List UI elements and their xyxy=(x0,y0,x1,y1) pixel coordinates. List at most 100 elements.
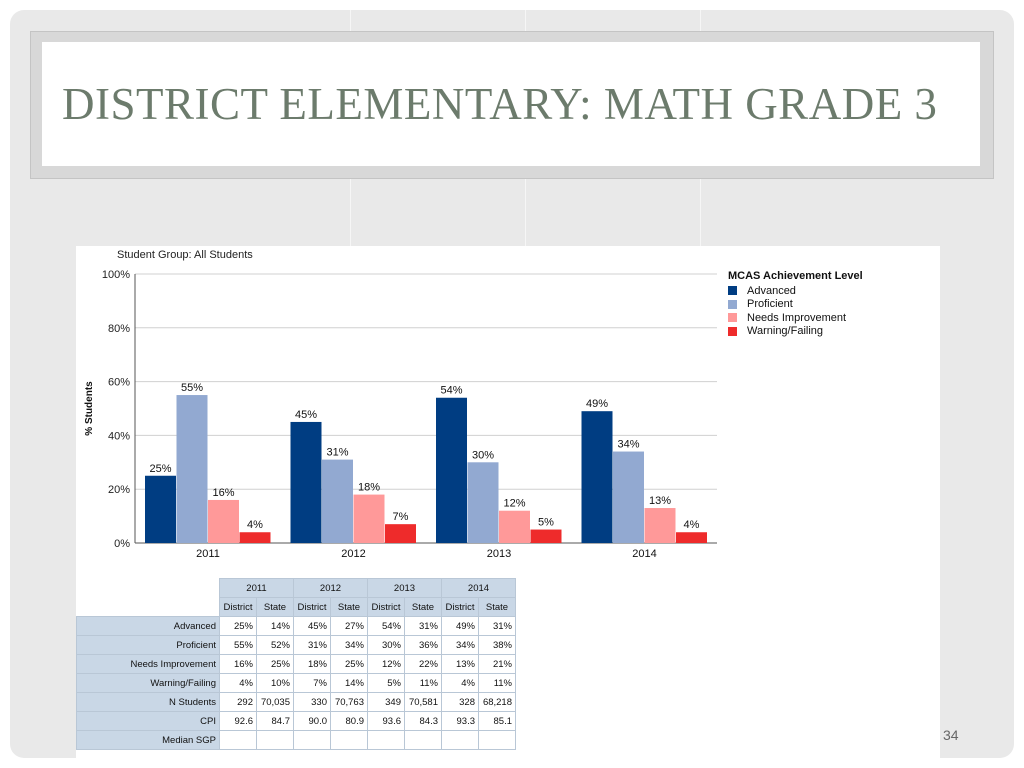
page-number: 34 xyxy=(943,727,959,743)
table-row-label: Proficient xyxy=(76,635,220,655)
table-cell: 4% xyxy=(441,673,479,693)
table-cell: 84.3 xyxy=(404,711,442,731)
table-row: CPI 92.6 84.7 90.0 80.9 93.6 84.3 93.3 85.1 xyxy=(76,711,516,731)
legend-label: Advanced xyxy=(747,284,796,297)
legend-label: Needs Improvement xyxy=(747,311,847,324)
results-table: 2011 2012 2013 2014 District State District St… xyxy=(76,578,516,750)
table-cell: 4% xyxy=(219,673,257,693)
table-cell: 34% xyxy=(330,635,368,655)
chart-subtitle: Student Group: All Students xyxy=(117,249,253,261)
data-label: 12% xyxy=(503,498,525,510)
bar-warning-failing-2012 xyxy=(385,524,416,543)
data-label: 4% xyxy=(684,519,700,531)
table-cell: 36% xyxy=(404,635,442,655)
legend-item: Proficient xyxy=(728,298,863,312)
table-subheader: District xyxy=(441,597,479,617)
table-cell: 14% xyxy=(330,673,368,693)
chart-legend: MCAS Achievement Level Advanced Proficien… xyxy=(728,270,863,338)
x-tick-label: 2011 xyxy=(196,548,220,560)
table-cell: 31% xyxy=(478,616,516,636)
table-cell xyxy=(330,730,368,750)
table-cell: 27% xyxy=(330,616,368,636)
y-tick-label: 0% xyxy=(114,538,130,550)
data-label: 30% xyxy=(472,449,494,461)
table-cell: 16% xyxy=(219,654,257,674)
title-box xyxy=(42,42,980,166)
table-row-label: CPI xyxy=(76,711,220,731)
table-subheader: State xyxy=(256,597,294,617)
table-cell: 38% xyxy=(478,635,516,655)
legend-item: Warning/Failing xyxy=(728,325,863,339)
legend-item: Advanced xyxy=(728,284,863,298)
table-cell: 92.6 xyxy=(219,711,257,731)
bar-proficient-2011 xyxy=(176,395,208,543)
table-cell: 70,035 xyxy=(256,692,294,712)
table-cell: 18% xyxy=(293,654,331,674)
table-cell: 25% xyxy=(219,616,257,636)
table-cell: 11% xyxy=(404,673,442,693)
bar-advanced-2012 xyxy=(290,421,322,543)
bar-warning-failing-2013 xyxy=(530,529,562,543)
table-cell: 52% xyxy=(256,635,294,655)
table-cell: 54% xyxy=(367,616,405,636)
table-cell: 93.3 xyxy=(441,711,479,731)
legend-label: Warning/Failing xyxy=(747,325,824,338)
y-axis-title: % Students xyxy=(84,381,95,436)
x-tick-label: 2012 xyxy=(341,548,365,560)
bar-needs-improvement-2012 xyxy=(353,494,385,543)
table-cell: 85.1 xyxy=(478,711,516,731)
data-label: 55% xyxy=(181,382,203,394)
table-cell xyxy=(441,730,479,750)
table-cell: 34% xyxy=(441,635,479,655)
table-cell xyxy=(293,730,331,750)
table-cell: 31% xyxy=(293,635,331,655)
data-label: 4% xyxy=(247,519,263,531)
bar-warning-failing-2011 xyxy=(239,532,271,543)
table-subheader: District xyxy=(367,597,405,617)
table-cell: 330 xyxy=(293,692,331,712)
table-row: N Students 292 70,035 330 70,763 349 70,581 328… xyxy=(76,692,516,712)
table-cell: 25% xyxy=(256,654,294,674)
legend-swatch xyxy=(728,286,737,296)
table-cell: 93.6 xyxy=(367,711,405,731)
table-row-label: Median SGP xyxy=(76,730,220,750)
legend-swatch xyxy=(728,299,737,309)
legend-label: Proficient xyxy=(747,298,793,311)
table-corner xyxy=(76,578,220,598)
table-cell xyxy=(219,730,257,750)
y-tick-label: 40% xyxy=(108,430,130,442)
table-cell: 349 xyxy=(367,692,405,712)
table-cell: 68,218 xyxy=(478,692,516,712)
bar-advanced-2013 xyxy=(436,397,467,543)
table-cell: 7% xyxy=(293,673,331,693)
table-cell xyxy=(367,730,405,750)
y-tick-label: 100% xyxy=(102,269,130,281)
table-cell: 90.0 xyxy=(293,711,331,731)
table-cell xyxy=(256,730,294,750)
data-label: 7% xyxy=(393,511,409,523)
table-cell: 13% xyxy=(441,654,479,674)
slide-title: DISTRICT ELEMENTARY: MATH GRADE 3 xyxy=(62,79,938,129)
table-cell: 70,763 xyxy=(330,692,368,712)
table-cell: 10% xyxy=(256,673,294,693)
table-subheader: State xyxy=(404,597,442,617)
table-cell: 31% xyxy=(404,616,442,636)
table-cell: 14% xyxy=(256,616,294,636)
table-row-label: Warning/Failing xyxy=(76,673,220,693)
y-tick-label: 80% xyxy=(108,323,130,335)
bar-proficient-2013 xyxy=(467,462,499,543)
data-label: 13% xyxy=(649,495,671,507)
data-label: 49% xyxy=(586,398,608,410)
y-tick-label: 60% xyxy=(108,377,130,389)
bar-needs-improvement-2014 xyxy=(644,508,676,543)
table-cell xyxy=(478,730,516,750)
table-cell: 84.7 xyxy=(256,711,294,731)
table-cell: 5% xyxy=(367,673,405,693)
table-row-label: N Students xyxy=(76,692,220,712)
table-cell: 21% xyxy=(478,654,516,674)
table-cell: 22% xyxy=(404,654,442,674)
table-cell: 49% xyxy=(441,616,479,636)
table-subheader: District xyxy=(219,597,257,617)
table-row-label: Advanced xyxy=(76,616,220,636)
